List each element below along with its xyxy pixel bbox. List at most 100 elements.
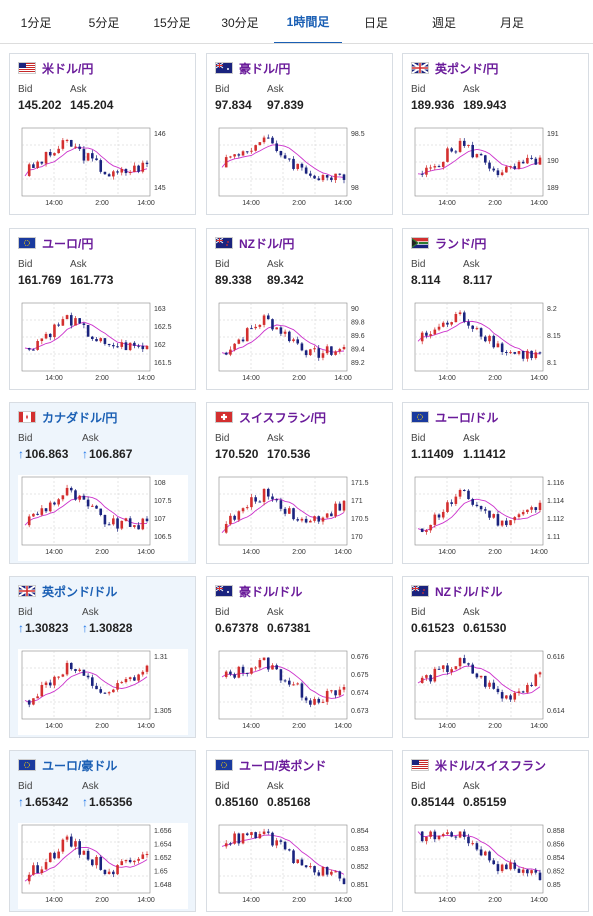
candle	[120, 861, 124, 866]
currency-pair-link[interactable]: 英ポンド/円	[435, 61, 499, 76]
candle	[292, 339, 295, 342]
card-header: 豪ドル/円	[215, 59, 290, 77]
candle	[36, 513, 39, 515]
card-header: ユーロ/ドル	[411, 408, 498, 426]
currency-pair-link[interactable]: 英ポンド/ドル	[42, 584, 118, 599]
rate-chart[interactable]: 1.31 1.305 14:00 2:00 14:00	[18, 649, 188, 735]
candle	[342, 500, 346, 511]
candle	[334, 351, 337, 355]
tab-5[interactable]: 日足	[363, 15, 388, 30]
rate-chart[interactable]: 8.2 8.15 8.1 14:00 2:00 14:00	[411, 301, 581, 387]
rate-chart[interactable]: 0.854 0.853 0.852 0.851 14:00 2:00 14:00	[215, 823, 385, 909]
ask-value: 0.85168	[267, 795, 311, 809]
currency-pair-link[interactable]: ユーロ/英ポンド	[239, 758, 327, 773]
candle	[258, 324, 262, 327]
currency-pair-link[interactable]: カナダドル/円	[42, 410, 118, 425]
candle	[233, 833, 236, 844]
rate-card[interactable]: 豪ドル/ドル Bid Ask 0.67378 0.67381 0.676 0.67…	[206, 576, 393, 738]
rate-card[interactable]: 米ドル/円 Bid Ask 145.202 145.204 146 145 14:0…	[9, 53, 196, 215]
rate-card[interactable]: 米ドル/スイスフラン Bid Ask 0.85144 0.85159 0.858…	[402, 750, 589, 912]
currency-pair-link[interactable]: ランド/円	[435, 236, 487, 251]
currency-pair-link[interactable]: ユーロ/円	[42, 236, 94, 251]
ask-value: 1.65356	[89, 795, 133, 809]
rate-card[interactable]: 豪ドル/円 Bid Ask 97.834 97.839 98.5 98 14:00 2…	[206, 53, 393, 215]
rate-card[interactable]: カナダドル/円 Bid Ask ↑106.863 ↑106.867 108 107…	[9, 402, 196, 564]
candle	[429, 831, 432, 837]
candle	[103, 692, 107, 694]
price-values: 145.202 145.204	[18, 98, 113, 112]
rate-card[interactable]: ランド/円 Bid Ask 8.114 8.117 8.2 8.15 8.1 14:0…	[402, 228, 589, 390]
currency-pair-link[interactable]: ユーロ/豪ドル	[42, 758, 118, 773]
rate-chart[interactable]: 163 162.5 162 161.5 14:00 2:00 14:00	[18, 301, 188, 387]
candle	[65, 139, 69, 141]
tab-2[interactable]: 15分足	[153, 15, 191, 30]
candle	[313, 516, 316, 521]
candle	[475, 843, 479, 850]
rate-card[interactable]: 英ポンド/円 Bid Ask 189.936 189.943 191 190 189…	[402, 53, 589, 215]
candle	[229, 156, 232, 158]
currency-pair-link[interactable]: スイスフラン/円	[239, 410, 326, 425]
x-tick-label: 14:00	[45, 723, 63, 730]
rate-card[interactable]: NZドル/ドル Bid Ask 0.61523 0.61530 0.616 0.6…	[402, 576, 589, 738]
tab-4[interactable]: 1時間足	[274, 0, 342, 44]
currency-pair-link[interactable]: 豪ドル/円	[239, 61, 291, 76]
rate-card[interactable]: ユーロ/ドル Bid Ask 1.11409 1.11412 1.116 1.11…	[402, 402, 589, 564]
rate-card[interactable]: NZドル/円 Bid Ask 89.338 89.342 90 89.8 89.6 8…	[206, 228, 393, 390]
y-tick-label: 0.674	[351, 690, 369, 697]
rate-chart[interactable]: 171.5 171 170.5 170 14:00 2:00 14:00	[215, 475, 385, 561]
candle	[250, 832, 253, 836]
rate-chart[interactable]: 1.116 1.114 1.112 1.11 14:00 2:00 14:00	[411, 475, 581, 561]
rate-chart[interactable]: 0.676 0.675 0.674 0.673 14:00 2:00 14:00	[215, 649, 385, 735]
price-values: 89.338 89.342	[215, 273, 304, 287]
currency-pair-link[interactable]: ユーロ/ドル	[435, 410, 499, 425]
candle	[300, 859, 304, 866]
y-tick-label: 145	[154, 185, 166, 192]
candle	[95, 339, 98, 342]
bid-value-wrap: 0.61523	[411, 621, 463, 635]
candle	[91, 153, 94, 159]
ask-value-wrap: 0.67381	[267, 621, 310, 635]
currency-pair-link[interactable]: NZドル/円	[239, 236, 295, 251]
candle	[437, 668, 441, 670]
candle	[145, 665, 149, 672]
candle	[304, 865, 308, 868]
candle	[57, 148, 60, 154]
candle	[48, 502, 52, 512]
currency-pair-link[interactable]: 米ドル/円	[42, 61, 94, 76]
currency-pair-link[interactable]: NZドル/ドル	[435, 584, 503, 599]
rate-card[interactable]: ユーロ/英ポンド Bid Ask 0.85160 0.85168 0.854 0.…	[206, 750, 393, 912]
candle	[145, 345, 149, 350]
candle	[517, 351, 521, 354]
candle	[99, 508, 103, 515]
rate-chart[interactable]: 90 89.8 89.6 89.4 89.2 14:00 2:00 14:00	[215, 301, 385, 387]
rate-card[interactable]: 英ポンド/ドル Bid Ask ↑1.30823 ↑1.30828 1.31 1.…	[9, 576, 196, 738]
rate-chart[interactable]: 0.616 0.614 14:00 2:00 14:00	[411, 649, 581, 735]
currency-pair-link[interactable]: 米ドル/スイスフラン	[435, 758, 546, 773]
tab-6[interactable]: 週足	[431, 15, 456, 30]
card-header: NZドル/円	[215, 234, 294, 252]
candle	[300, 683, 304, 698]
tab-1[interactable]: 5分足	[88, 15, 120, 30]
rate-chart[interactable]: 191 190 189 14:00 2:00 14:00	[411, 126, 581, 212]
rate-chart[interactable]: 108 107.5 107 106.5 14:00 2:00 14:00	[18, 475, 188, 561]
y-tick-label: 1.112	[547, 516, 564, 523]
rate-chart[interactable]: 98.5 98 14:00 2:00 14:00	[215, 126, 385, 212]
candle	[229, 843, 232, 845]
tab-3[interactable]: 30分足	[221, 15, 259, 30]
rate-card[interactable]: ユーロ/豪ドル Bid Ask ↑1.65342 ↑1.65356 1.656 1…	[9, 750, 196, 912]
rate-card[interactable]: スイスフラン/円 Bid Ask 170.520 170.536 171.5 17…	[206, 402, 393, 564]
candle	[82, 149, 86, 161]
rate-chart[interactable]: 1.656 1.654 1.652 1.65 1.648 14:00 2:00 14:00	[18, 823, 188, 909]
y-tick-label: 171.5	[351, 480, 369, 487]
tab-0[interactable]: 1分足	[20, 15, 52, 30]
candle	[78, 318, 81, 324]
rate-chart[interactable]: 146 145 14:00 2:00 14:00	[18, 126, 188, 212]
rate-card[interactable]: ユーロ/円 Bid Ask 161.769 161.773 163 162.5 16…	[9, 228, 196, 390]
candle	[484, 155, 487, 163]
candle	[425, 167, 428, 175]
candle	[44, 508, 48, 512]
tab-7[interactable]: 月足	[499, 15, 524, 30]
rate-chart[interactable]: 0.858 0.856 0.854 0.852 0.85 14:00 2:00 14:00	[411, 823, 581, 909]
currency-pair-link[interactable]: 豪ドル/ドル	[239, 584, 303, 599]
candle	[488, 162, 491, 169]
